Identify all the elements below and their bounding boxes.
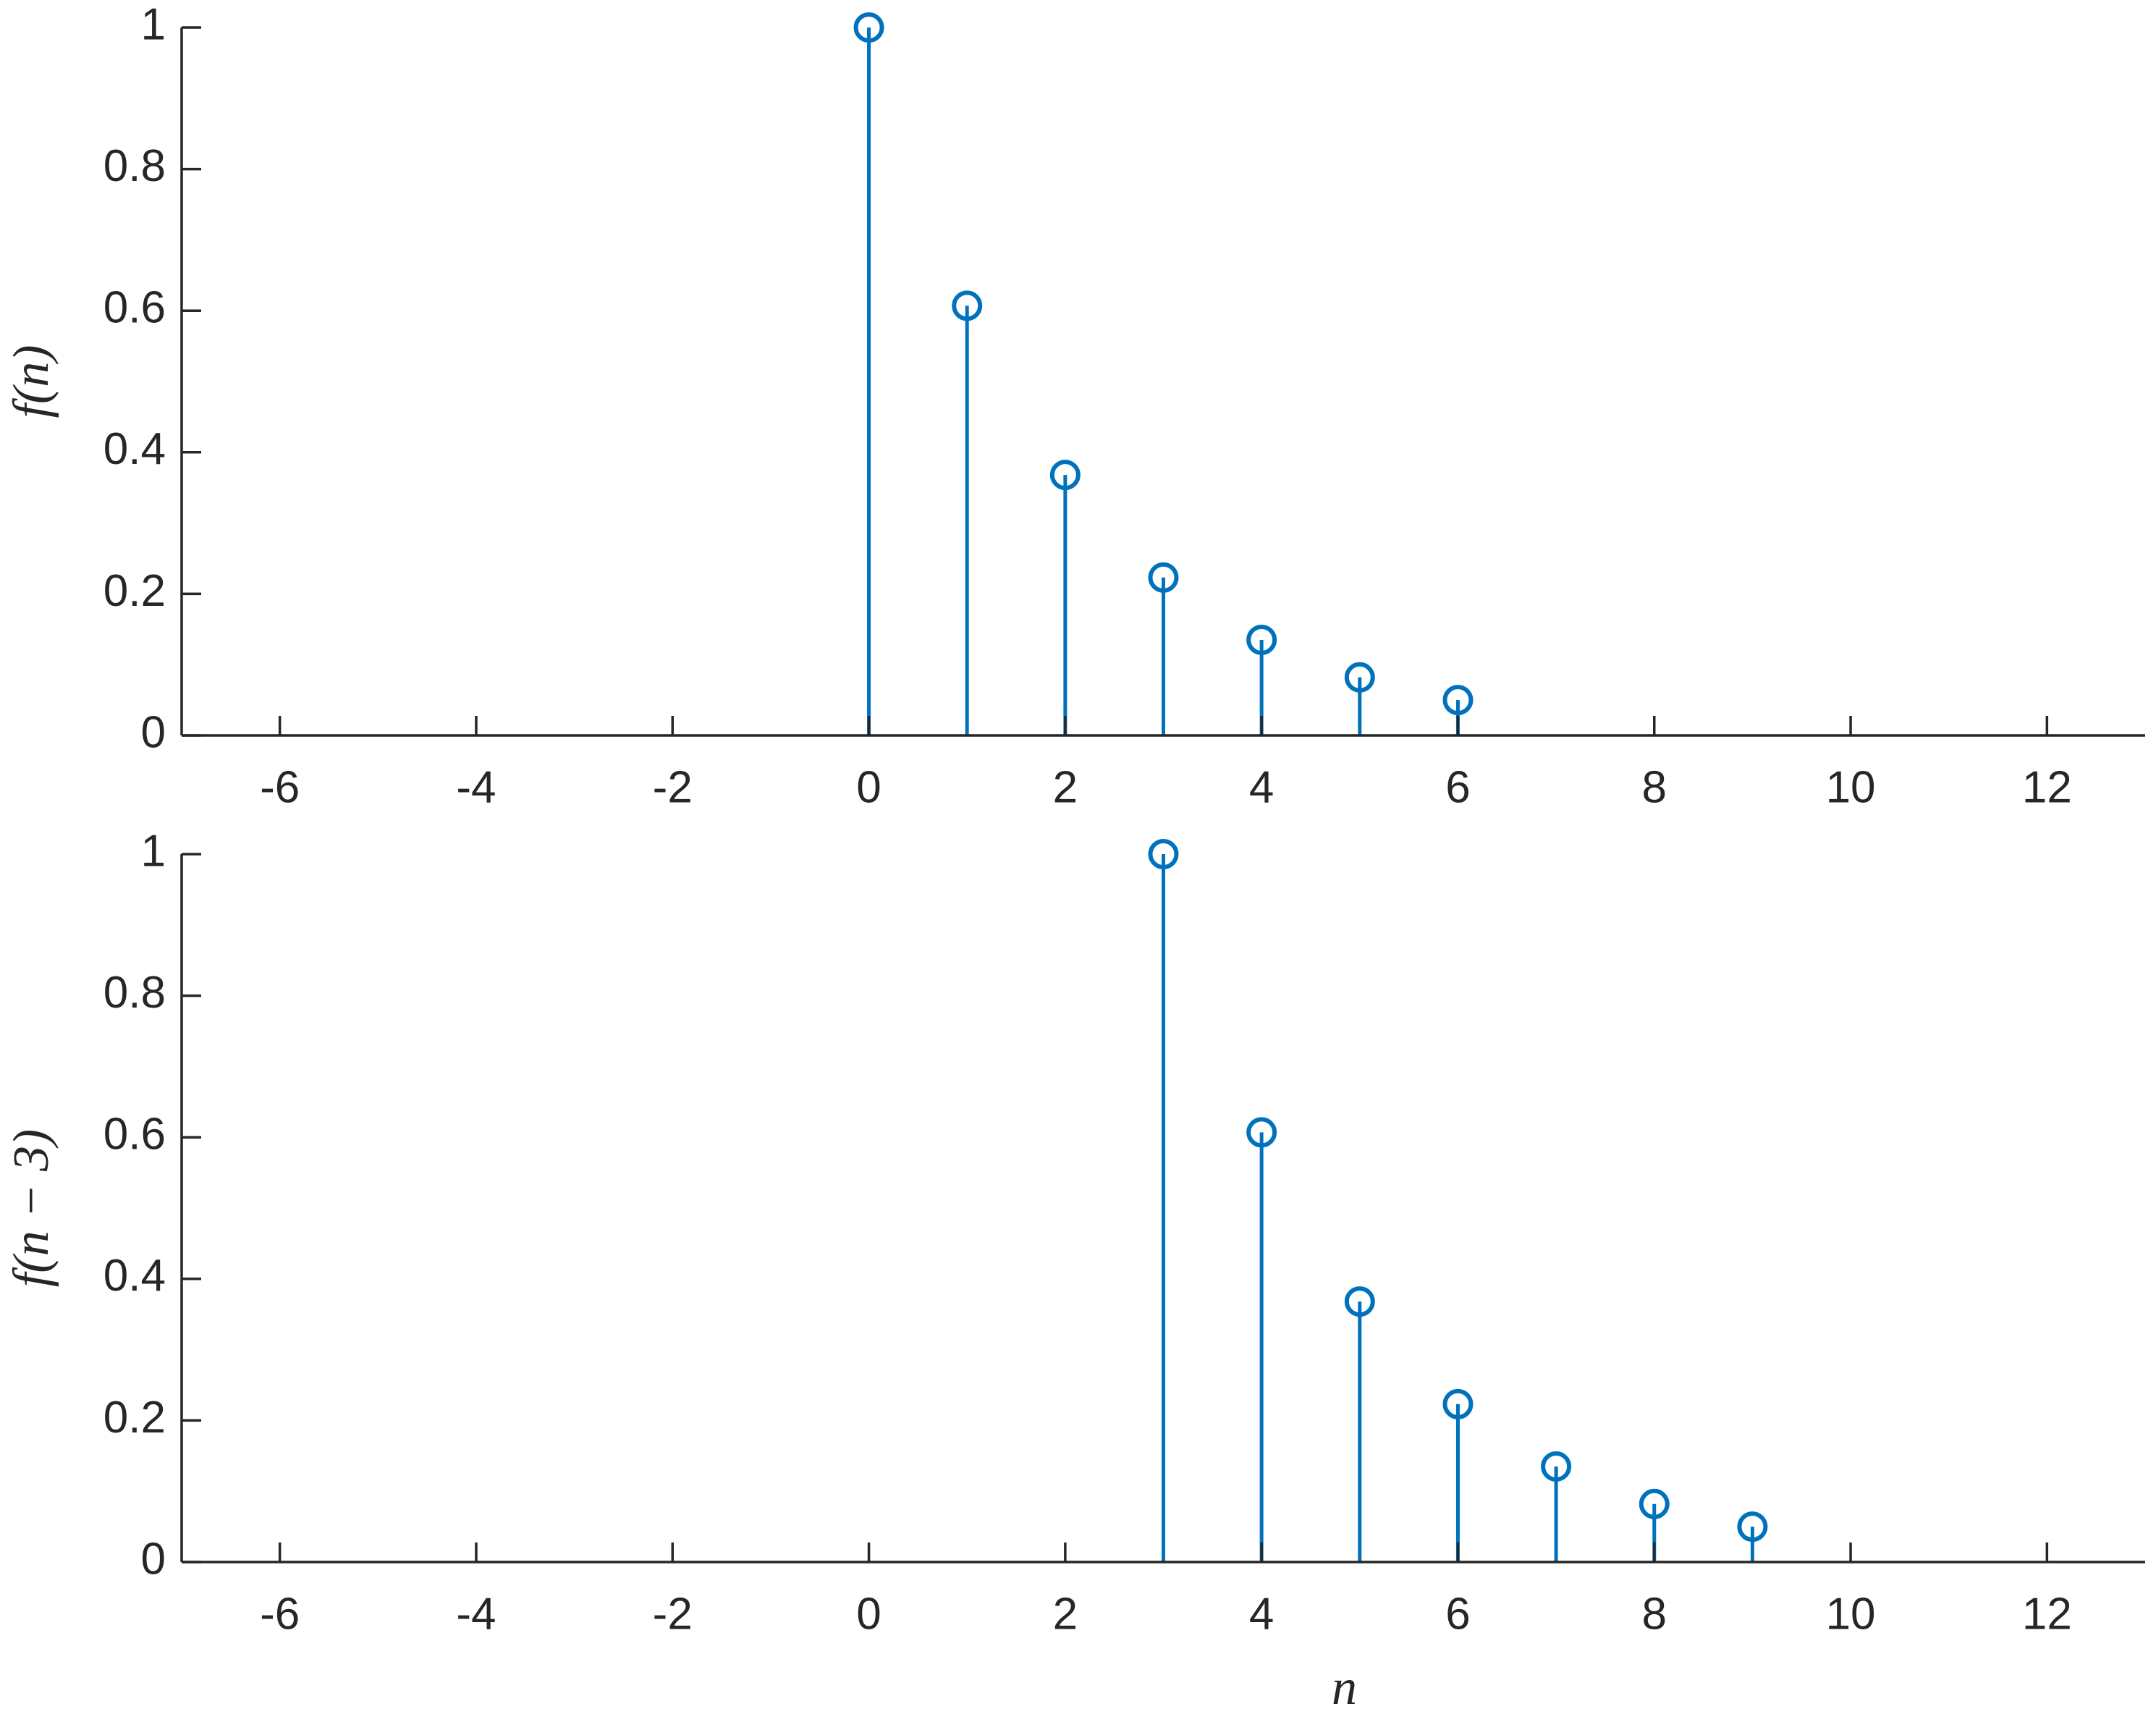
x-tick-label: 12 <box>2022 1589 2072 1639</box>
y-tick-label: 0 <box>141 1534 166 1584</box>
x-tick-label: -6 <box>260 762 300 812</box>
y-axis-label: f(n − 3) <box>4 1129 59 1287</box>
y-tick-label: 0.4 <box>103 1251 166 1301</box>
x-tick-label: -2 <box>653 762 693 812</box>
stem-marker <box>952 290 983 321</box>
x-tick-label: 4 <box>1249 1589 1274 1639</box>
y-tick-label: 0.6 <box>103 283 166 333</box>
stem-marker <box>1246 1117 1277 1148</box>
stem <box>1148 562 1179 735</box>
stem-marker <box>1541 1451 1572 1482</box>
x-tick-label: 0 <box>856 1589 881 1639</box>
stem-marker <box>1246 624 1277 655</box>
x-tick-label: 8 <box>1642 1589 1667 1639</box>
stem-marker <box>1737 1511 1768 1542</box>
stem-marker <box>1049 460 1081 491</box>
x-tick-label: 10 <box>1826 1589 1876 1639</box>
x-tick-label: 6 <box>1445 762 1470 812</box>
x-tick-label: -4 <box>456 1589 496 1639</box>
x-tick-label: 2 <box>1053 762 1078 812</box>
x-tick-label: 12 <box>2022 762 2072 812</box>
stem <box>853 12 884 735</box>
subplot: -6 -4 -2 0 2 4 6 8 10 12 0 0.2 0.4 0.6 0.8 1 f(n) <box>4 0 2145 812</box>
x-tick-label: 0 <box>856 762 881 812</box>
y-tick-label: 0.6 <box>103 1110 166 1160</box>
y-tick-label: 1 <box>141 826 166 876</box>
x-tick-label: -4 <box>456 762 496 812</box>
x-tick-label: 4 <box>1249 762 1274 812</box>
stem-marker <box>1442 685 1474 716</box>
stem <box>1344 1286 1375 1562</box>
x-tick-label: 2 <box>1053 1589 1078 1639</box>
stem-marker <box>1344 1286 1375 1317</box>
x-tick-label: -2 <box>653 1589 693 1639</box>
stem-marker <box>1639 1488 1670 1519</box>
stem <box>1737 1511 1768 1562</box>
x-tick-label: 10 <box>1826 762 1876 812</box>
y-tick-label: 0 <box>141 707 166 757</box>
stem <box>1246 1117 1277 1562</box>
y-axis-label: f(n) <box>4 345 59 418</box>
stem <box>1442 1388 1474 1562</box>
stem-marker <box>1148 839 1179 869</box>
stem-marker <box>853 12 884 43</box>
y-tick-label: 0.2 <box>103 566 166 616</box>
y-tick-label: 1 <box>141 0 166 49</box>
stem <box>1541 1451 1572 1562</box>
stem <box>1049 460 1081 735</box>
y-tick-label: 0.4 <box>103 424 166 474</box>
x-tick-label: -6 <box>260 1589 300 1639</box>
stem <box>1148 839 1179 1562</box>
y-tick-label: 0.8 <box>103 141 166 191</box>
x-tick-label: 6 <box>1445 1589 1470 1639</box>
stem <box>1344 662 1375 735</box>
stem-marker <box>1148 562 1179 593</box>
subplot: -6 -4 -2 0 2 4 6 8 10 12 0 0.2 0.4 0.6 0.8 1 f(n − 3) n <box>4 826 2145 1715</box>
stem-marker <box>1344 662 1375 693</box>
y-tick-label: 0.2 <box>103 1393 166 1443</box>
y-tick-label: 0.8 <box>103 968 166 1018</box>
x-axis-label: n <box>1332 1660 1357 1715</box>
stem-marker <box>1442 1388 1474 1419</box>
stem <box>952 290 983 735</box>
x-tick-label: 8 <box>1642 762 1667 812</box>
